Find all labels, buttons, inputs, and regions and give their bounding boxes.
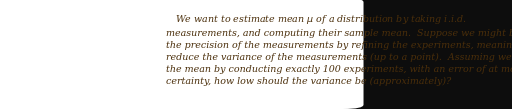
Circle shape [31,89,87,101]
Text: We want to estimate mean $\mu$ of a distribution by taking i.i.d.
measurements, : We want to estimate mean $\mu$ of a dist… [166,13,512,86]
FancyBboxPatch shape [0,0,364,109]
Circle shape [14,97,53,106]
Circle shape [3,102,28,108]
